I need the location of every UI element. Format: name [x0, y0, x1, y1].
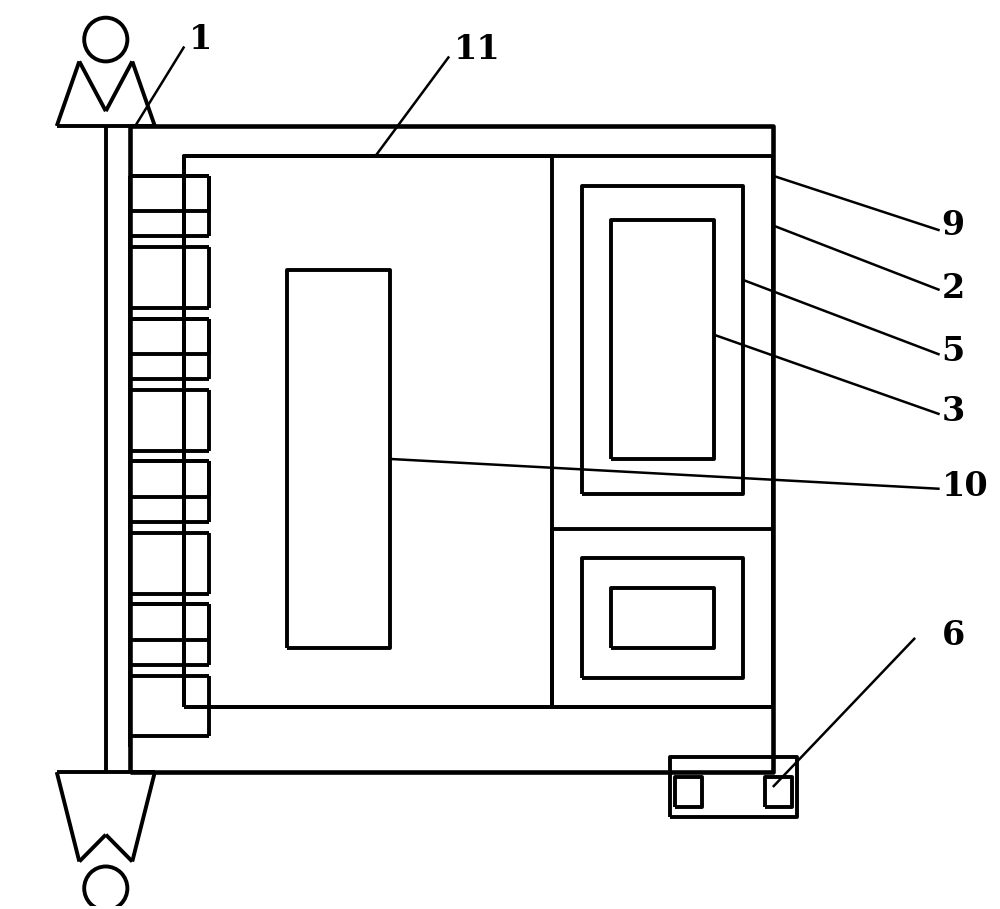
Text: 3: 3	[942, 395, 965, 428]
Text: 10: 10	[942, 470, 988, 504]
Text: 6: 6	[942, 619, 965, 653]
Text: 5: 5	[942, 335, 965, 368]
Text: 11: 11	[454, 33, 501, 66]
Text: 2: 2	[942, 272, 965, 305]
Text: 1: 1	[189, 23, 213, 56]
Text: 9: 9	[942, 209, 965, 242]
